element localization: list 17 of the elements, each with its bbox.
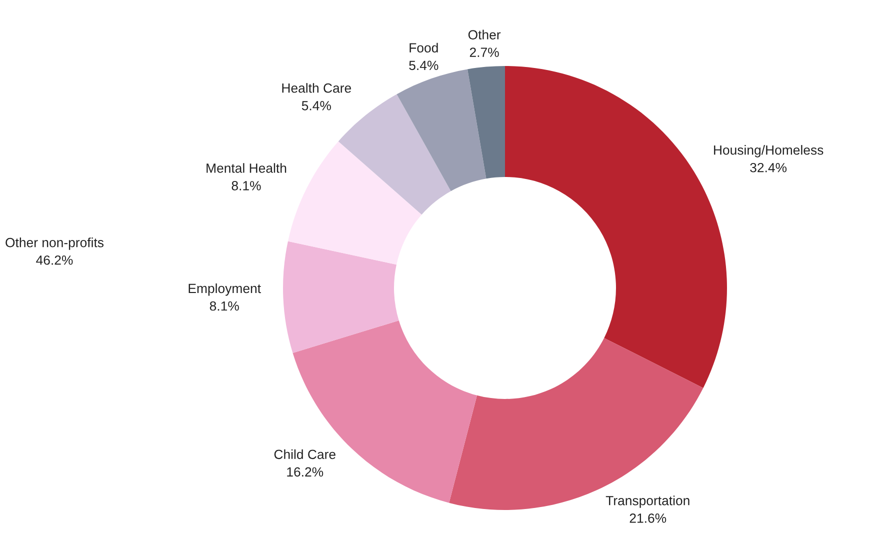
- slice-label: Child Care: [274, 449, 336, 460]
- slice-label: Food: [410, 42, 438, 53]
- text: Other non-profits 46.2%: [6, 238, 104, 265]
- slice-label: Transportation: [606, 496, 690, 508]
- data-label: 5.4%: [302, 101, 331, 110]
- slice-label: Mental Health: [206, 163, 286, 173]
- data-label: 21.6%: [630, 514, 666, 523]
- slice-label: Employment: [188, 283, 261, 296]
- data-label: 16.2%: [287, 467, 324, 477]
- slice-label: Health Care: [282, 83, 352, 93]
- data-label: 32.4%: [750, 162, 787, 172]
- slice-label: Other: [468, 30, 501, 40]
- data-label: 8.1%: [210, 301, 239, 311]
- slice-label: Housing/Homeless: [714, 145, 824, 158]
- data-label: 8.1%: [232, 181, 261, 190]
- data-label: 5.4%: [409, 60, 438, 70]
- data-label: 2.7%: [470, 48, 499, 57]
